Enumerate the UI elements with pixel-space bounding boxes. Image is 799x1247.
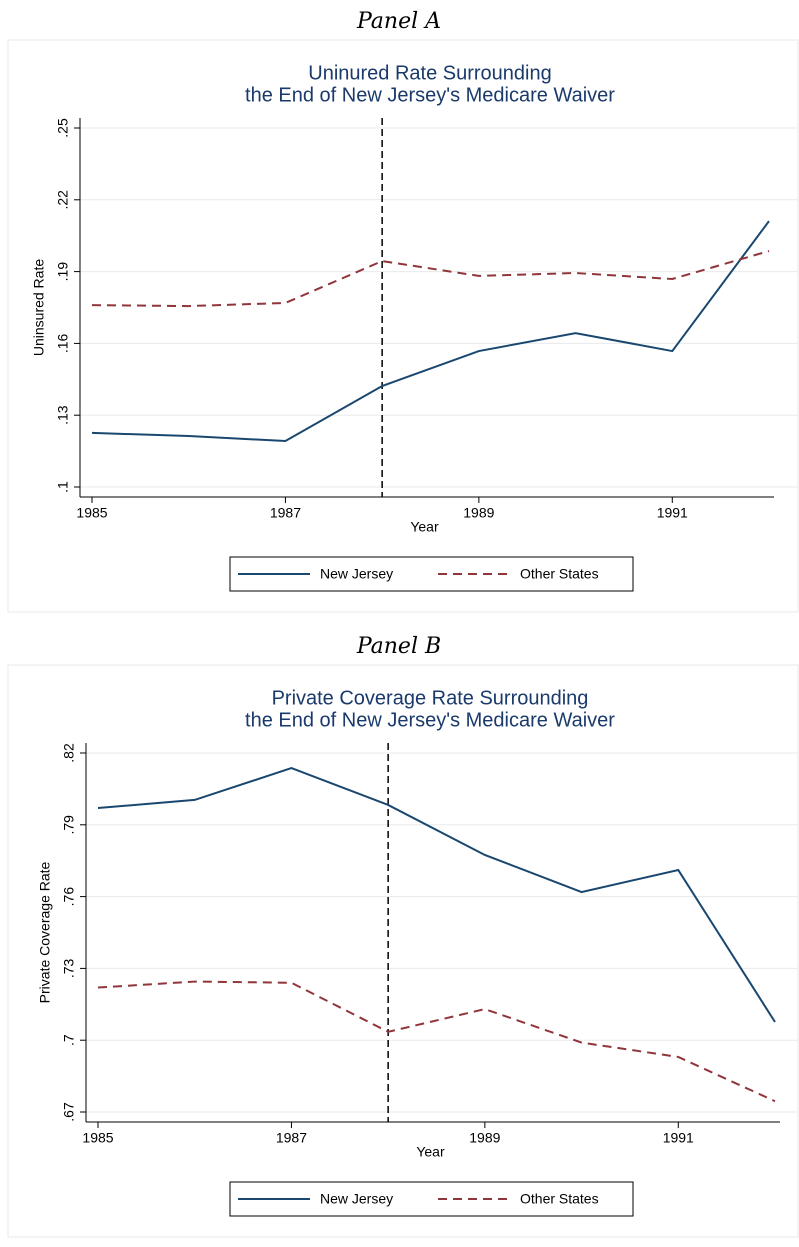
chart-title: the End of New Jersey's Medicare Waiver	[245, 84, 615, 106]
x-axis-label: Year	[416, 1144, 445, 1160]
panel-label: Panel A	[356, 9, 441, 34]
x-tick-label: 1987	[270, 505, 301, 521]
series-line	[91, 250, 770, 308]
y-tick-label: .13	[55, 405, 71, 425]
x-tick-label: 1985	[82, 1130, 113, 1146]
legend-label: New Jersey	[320, 1191, 393, 1207]
y-tick-label: .25	[55, 118, 71, 138]
panel: Panel B Private Coverage Rate Surrounding…	[7, 634, 799, 1238]
y-tick-label: .73	[61, 958, 77, 978]
y-axis-label: Private Coverage Rate	[37, 861, 53, 1003]
chart-title: Private Coverage Rate Surrounding	[272, 687, 589, 709]
y-tick-label: .67	[61, 1102, 77, 1122]
y-tick-label: .19	[55, 262, 71, 282]
x-axis-label: Year	[410, 519, 439, 535]
series-line	[97, 767, 776, 1023]
y-tick-label: .82	[61, 743, 77, 763]
y-axis-label: Uninsured Rate	[31, 259, 47, 356]
x-tick-label: 1991	[663, 1130, 694, 1146]
y-tick-label: .7	[61, 1034, 77, 1046]
y-tick-label: .79	[61, 815, 77, 835]
plot-frame	[7, 39, 799, 613]
y-tick-label: .22	[55, 190, 71, 210]
panel-label: Panel B	[356, 634, 441, 659]
x-tick-label: 1991	[657, 505, 688, 521]
legend-label: Other States	[520, 1191, 599, 1207]
legend-label: New Jersey	[320, 566, 393, 582]
series-line	[91, 220, 770, 443]
y-tick-label: .16	[55, 333, 71, 353]
chart-title: the End of New Jersey's Medicare Waiver	[245, 709, 615, 731]
y-tick-label: .1	[55, 481, 71, 493]
x-tick-label: 1989	[463, 505, 494, 521]
legend-label: Other States	[520, 566, 599, 582]
y-tick-label: .76	[61, 887, 77, 907]
plot-frame	[7, 664, 799, 1238]
chart-title: Uninured Rate Surrounding	[308, 62, 552, 84]
x-tick-label: 1985	[76, 505, 107, 521]
x-tick-label: 1989	[469, 1130, 500, 1146]
series-line	[97, 980, 776, 1103]
x-tick-label: 1987	[276, 1130, 307, 1146]
